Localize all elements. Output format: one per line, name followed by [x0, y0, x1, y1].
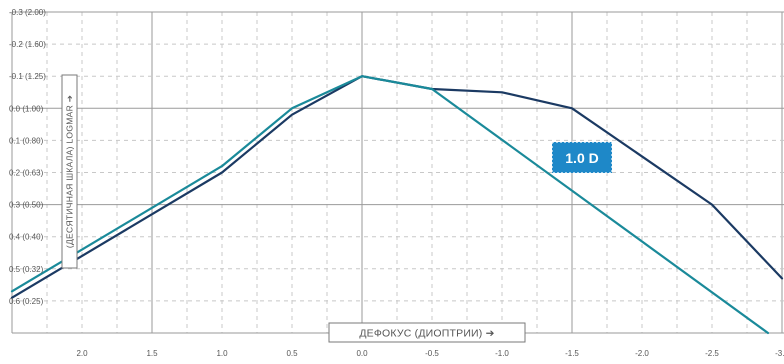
- x-axis-label-box: ДЕФОКУС (ДИОПТРИИ) ➔: [328, 322, 526, 343]
- x-tick-label: 1.5: [146, 349, 158, 358]
- y-tick-label: 0.2 (0.63): [9, 169, 44, 178]
- series-line-2: [10, 75, 770, 335]
- y-tick-label: 0.4 (0.40): [9, 233, 44, 242]
- x-tick-label: -1.0: [495, 349, 509, 358]
- annotation-badge: [551, 141, 613, 174]
- x-tick-label: 0.0: [356, 349, 368, 358]
- y-tick-label: 0.3 (0.50): [9, 201, 44, 210]
- x-tick-label: 1.0: [216, 349, 228, 358]
- annotation-1d: 1.0 D: [551, 141, 613, 174]
- y-tick-label: -0.3 (2.00): [9, 8, 46, 17]
- y-tick-label: 0.6 (0.25): [9, 297, 44, 306]
- x-tick-label: 0.5: [286, 349, 298, 358]
- y-tick-label: -0.2 (1.60): [9, 40, 46, 49]
- x-axis-label: ДЕФОКУС (ДИОПТРИИ) ➔: [359, 328, 494, 340]
- grid: [11, 11, 784, 334]
- y-axis-label: (ДЕСЯТИЧНАЯ ШКАЛА) LOGMAR ➔: [65, 94, 75, 248]
- y-tick-label: 0.0 (1.00): [9, 104, 44, 113]
- x-tick-label: -3.0: [775, 349, 784, 358]
- annotation-label: 1.0 D: [565, 150, 598, 166]
- y-tick-label: 0.5 (0.32): [9, 265, 44, 274]
- y-tick-label: 0.1 (0.80): [9, 136, 44, 145]
- x-tick-label: -2.0: [635, 349, 649, 358]
- x-tick-label: -0.5: [425, 349, 439, 358]
- series-group: [10, 75, 784, 335]
- x-tick-label: -1.5: [565, 349, 579, 358]
- x-tick-label: -2.5: [705, 349, 719, 358]
- y-axis-label-box: (ДЕСЯТИЧНАЯ ШКАЛА) LOGMAR ➔: [61, 74, 78, 269]
- tick-labels: -0.3 (2.00) -0.2 (1.60) -0.1 (1.25) 0.0 (1.…: [9, 8, 784, 358]
- y-tick-label: -0.1 (1.25): [9, 72, 46, 81]
- x-tick-label: 2.0: [76, 349, 88, 358]
